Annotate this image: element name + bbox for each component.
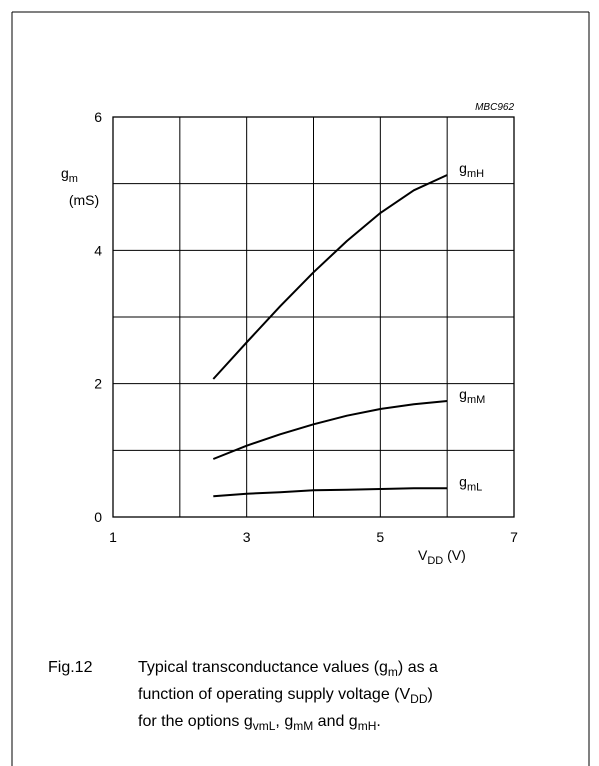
- text-run: g: [61, 165, 69, 181]
- text-run: g: [459, 473, 467, 489]
- x-tick-label: 5: [376, 529, 384, 545]
- text-run: .: [376, 713, 380, 730]
- subscript: mH: [467, 168, 484, 180]
- caption-line: Typical transconductance values (gm) as …: [138, 659, 438, 679]
- text-run: ): [428, 686, 433, 703]
- text-run: , g: [275, 713, 293, 730]
- text-run: Typical transconductance values (g: [138, 659, 388, 676]
- series-label: gmH: [459, 160, 484, 180]
- series-label: gmL: [459, 473, 482, 493]
- text-run: (V): [443, 547, 466, 563]
- x-tick-label: 3: [243, 529, 251, 545]
- y-tick-label: 2: [94, 376, 102, 392]
- subscript: DD: [427, 555, 443, 567]
- y-tick-label: 0: [94, 509, 102, 525]
- figure-code: MBC962: [475, 102, 514, 113]
- plot-frame: [112, 116, 515, 518]
- subscript: DD: [410, 692, 428, 706]
- text-run: and g: [313, 713, 357, 730]
- text-run: function of operating supply voltage (V: [138, 686, 411, 703]
- x-tick-label: 7: [510, 529, 518, 545]
- subscript: m: [388, 665, 398, 679]
- text-run: ) as a: [398, 659, 438, 676]
- subscript: mH: [358, 719, 377, 733]
- series-label: gmM: [459, 386, 485, 406]
- subscript: m: [69, 173, 78, 185]
- y-tick-label: 6: [94, 109, 102, 125]
- y-axis-unit: (mS): [69, 192, 99, 208]
- subscript: vmL: [253, 719, 276, 733]
- y-axis-label: gm: [61, 165, 78, 185]
- caption-line: for the options gvmL, gmM and gmH.: [138, 713, 381, 733]
- y-tick-label: 4: [94, 242, 102, 258]
- text-run: g: [459, 386, 467, 402]
- text-run: V: [418, 547, 428, 563]
- curve: [212, 174, 448, 380]
- text-run: for the options g: [138, 713, 253, 730]
- figure-number: Fig.12: [48, 659, 93, 676]
- x-tick-label: 1: [109, 529, 117, 545]
- curve: [213, 487, 448, 498]
- x-axis-label: VDD (V): [418, 547, 466, 567]
- text-run: g: [459, 160, 467, 176]
- curve: [212, 400, 448, 460]
- subscript: mM: [467, 394, 485, 406]
- caption-line: function of operating supply voltage (VD…: [138, 686, 433, 706]
- subscript: mM: [293, 719, 313, 733]
- subscript: mL: [467, 481, 482, 493]
